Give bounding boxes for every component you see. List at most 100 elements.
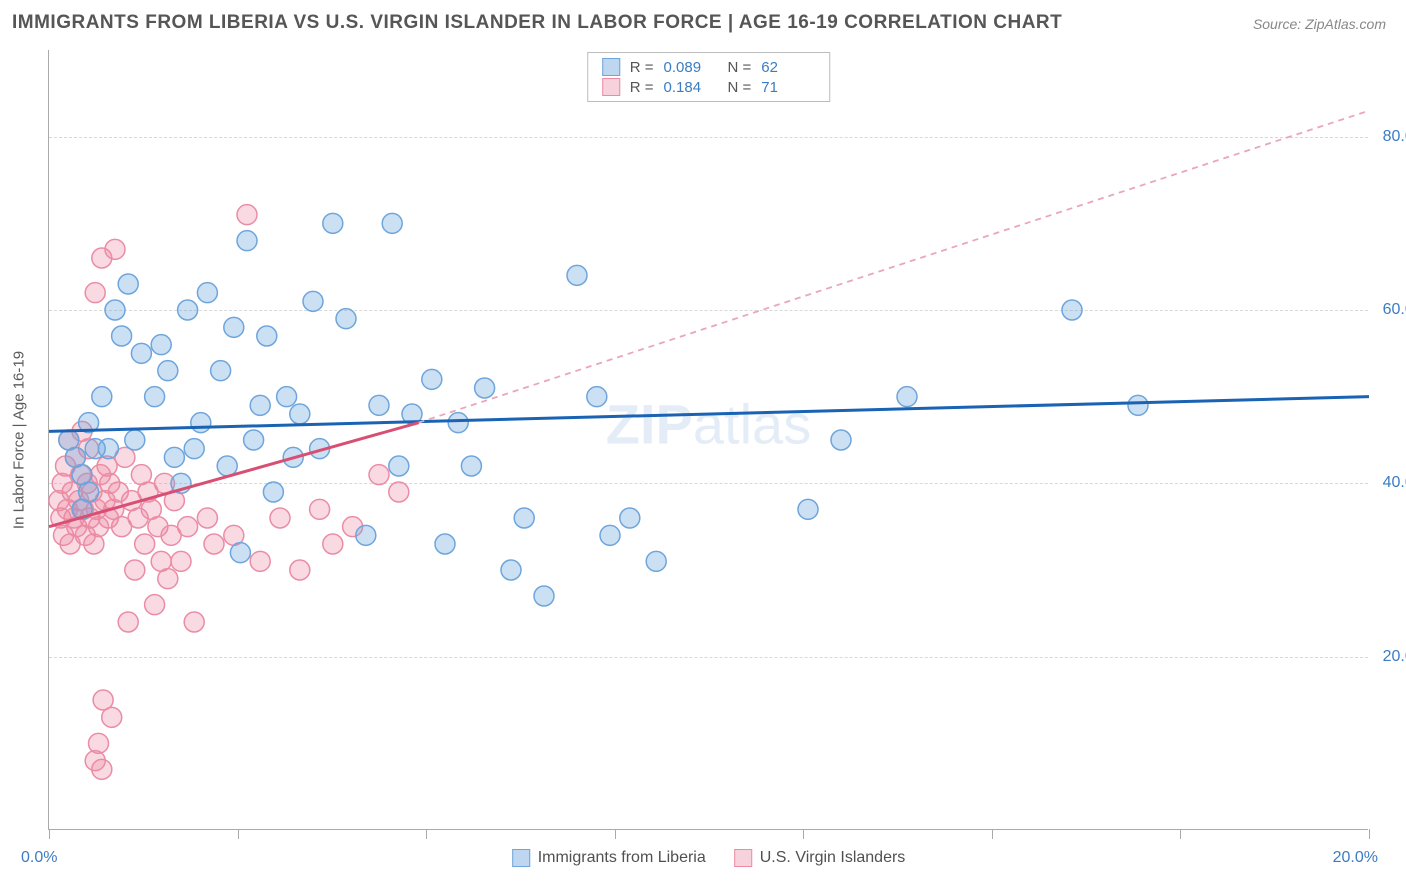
x-tick (992, 829, 993, 839)
scatter-point (567, 265, 587, 285)
scatter-point (197, 508, 217, 528)
scatter-point (164, 447, 184, 467)
scatter-point (244, 430, 264, 450)
scatter-point (250, 551, 270, 571)
scatter-point (897, 387, 917, 407)
y-axis-title: In Labor Force | Age 16-19 (11, 350, 28, 528)
scatter-point (461, 456, 481, 476)
swatch-pink-icon-2 (734, 849, 752, 867)
scatter-point (250, 395, 270, 415)
scatter-point (224, 317, 244, 337)
scatter-point (184, 439, 204, 459)
scatter-point (369, 465, 389, 485)
scatter-point (620, 508, 640, 528)
scatter-point (211, 361, 231, 381)
scatter-point (587, 387, 607, 407)
scatter-point (145, 387, 165, 407)
scatter-point (237, 205, 257, 225)
scatter-point (105, 300, 125, 320)
scatter-point (290, 560, 310, 580)
scatter-point (204, 534, 224, 554)
x-tick (1180, 829, 1181, 839)
scatter-point (118, 274, 138, 294)
scatter-point (336, 309, 356, 329)
x-tick (803, 829, 804, 839)
scatter-point (323, 213, 343, 233)
x-tick (1369, 829, 1370, 839)
y-tick-label: 80.0% (1383, 128, 1406, 146)
scatter-point (158, 361, 178, 381)
scatter-point (270, 508, 290, 528)
scatter-point (290, 404, 310, 424)
scatter-point (435, 534, 455, 554)
scatter-point (135, 534, 155, 554)
scatter-point (514, 508, 534, 528)
scatter-point (422, 369, 442, 389)
scatter-point (85, 283, 105, 303)
scatter-point (145, 595, 165, 615)
scatter-point (798, 499, 818, 519)
y-tick-label: 60.0% (1383, 301, 1406, 319)
scatter-point (534, 586, 554, 606)
chart-container: IMMIGRANTS FROM LIBERIA VS U.S. VIRGIN I… (0, 0, 1406, 892)
scatter-point (257, 326, 277, 346)
scatter-point (171, 551, 191, 571)
scatter-point (448, 413, 468, 433)
scatter-point (92, 759, 112, 779)
scatter-point (98, 439, 118, 459)
scatter-point (184, 612, 204, 632)
source-attribution: Source: ZipAtlas.com (1253, 16, 1386, 32)
trend-line (49, 397, 1369, 432)
x-tick (49, 829, 50, 839)
scatter-point (303, 291, 323, 311)
chart-title: IMMIGRANTS FROM LIBERIA VS U.S. VIRGIN I… (12, 12, 1062, 34)
scatter-point (125, 430, 145, 450)
x-axis-max-label: 20.0% (1333, 849, 1378, 867)
scatter-point (1062, 300, 1082, 320)
x-tick (238, 829, 239, 839)
legend-blue-label: Immigrants from Liberia (538, 849, 706, 867)
scatter-point (600, 525, 620, 545)
scatter-point (323, 534, 343, 554)
scatter-point (237, 231, 257, 251)
scatter-point (112, 326, 132, 346)
scatter-point (191, 413, 211, 433)
scatter-point (831, 430, 851, 450)
legend-item-pink: U.S. Virgin Islanders (734, 849, 906, 867)
scatter-point (230, 543, 250, 563)
scatter-point (92, 387, 112, 407)
scatter-point (356, 525, 376, 545)
scatter-point (382, 213, 402, 233)
scatter-point (501, 560, 521, 580)
swatch-blue-icon-2 (512, 849, 530, 867)
scatter-point (263, 482, 283, 502)
scatter-point (158, 569, 178, 589)
scatter-point (310, 499, 330, 519)
scatter-point (178, 517, 198, 537)
scatter-point (105, 239, 125, 259)
legend-item-blue: Immigrants from Liberia (512, 849, 706, 867)
scatter-point (197, 283, 217, 303)
scatter-point (131, 343, 151, 363)
scatter-point (102, 707, 122, 727)
trend-line-dashed (419, 111, 1369, 423)
scatter-point (125, 560, 145, 580)
scatter-point (118, 612, 138, 632)
x-tick (615, 829, 616, 839)
y-tick-label: 20.0% (1383, 648, 1406, 666)
scatter-point (1128, 395, 1148, 415)
scatter-point (178, 300, 198, 320)
scatter-point (151, 335, 171, 355)
scatter-point (89, 733, 109, 753)
scatter-point (369, 395, 389, 415)
scatter-point (389, 482, 409, 502)
scatter-point (277, 387, 297, 407)
scatter-point (475, 378, 495, 398)
scatter-svg (49, 50, 1368, 829)
scatter-point (389, 456, 409, 476)
series-legend: Immigrants from Liberia U.S. Virgin Isla… (512, 849, 906, 867)
plot-area: In Labor Force | Age 16-19 ZIPatlas 20.0… (48, 50, 1368, 830)
scatter-point (646, 551, 666, 571)
x-tick (426, 829, 427, 839)
y-tick-label: 40.0% (1383, 474, 1406, 492)
